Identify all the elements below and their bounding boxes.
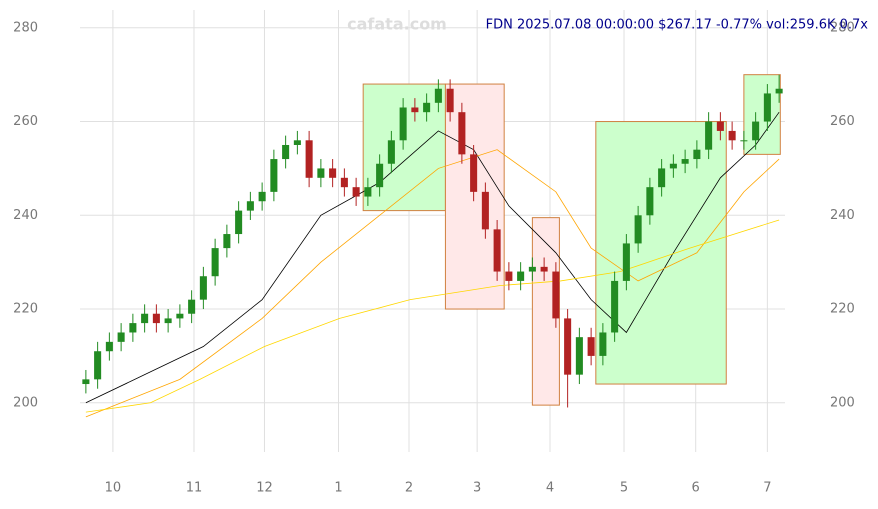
candle-body [481, 191, 489, 230]
candle-body [646, 187, 654, 216]
candle-body [517, 271, 525, 281]
candle-body [622, 243, 630, 281]
candle-body [634, 215, 642, 244]
x-tick-label: 4 [546, 481, 554, 496]
candle-body [434, 88, 442, 103]
candle-body [235, 210, 243, 235]
candle-body [564, 318, 572, 375]
candle-body [493, 229, 501, 272]
candle-body [587, 337, 595, 356]
y-tick-label: 260 [13, 114, 38, 129]
moving-average [85, 219, 780, 413]
range-box [595, 121, 727, 385]
candle-body [387, 140, 395, 164]
candle-body [305, 140, 313, 178]
candle-body [211, 248, 219, 277]
candle-body [329, 168, 337, 178]
candle-body [258, 191, 266, 202]
candle-body [505, 271, 513, 281]
candle-body [458, 112, 466, 155]
candle-body [752, 121, 760, 141]
candle-body [176, 313, 184, 319]
candle-body [669, 163, 677, 169]
x-tick-label: 12 [256, 481, 273, 496]
candle-body [446, 88, 454, 113]
candle-body [282, 144, 290, 160]
y-tick-label-right: 280 [830, 20, 855, 35]
range-box [444, 83, 505, 310]
y-tick-label: 220 [13, 302, 38, 317]
moving-average [85, 111, 780, 404]
y-tick-label-right: 240 [830, 208, 855, 223]
chart-title: FDN 2025.07.08 00:00:00 $267.17 -0.77% v… [486, 18, 869, 33]
y-tick-label-right: 220 [830, 302, 855, 317]
candle-body [470, 154, 478, 192]
y-tick-label-right: 260 [830, 114, 855, 129]
candle-body [141, 313, 149, 324]
y-tick-label: 280 [13, 20, 38, 35]
candle-body [611, 280, 619, 333]
candle-body [399, 107, 407, 141]
candle-body [270, 159, 278, 192]
candle-body [82, 379, 90, 385]
watermark: cafata.com [347, 15, 447, 34]
x-tick-label: 1 [334, 481, 342, 496]
y-tick-label: 240 [13, 208, 38, 223]
moving-average [85, 149, 780, 418]
candle-body [376, 163, 384, 188]
candle-body [246, 201, 254, 211]
candle-body [423, 102, 431, 113]
candle-body [117, 332, 125, 342]
candle-body [164, 318, 172, 324]
candle-body [763, 93, 771, 122]
candle-body [728, 130, 736, 141]
candle-body [775, 88, 783, 94]
candle-body [340, 177, 348, 188]
candle-body [658, 168, 666, 188]
x-tick-label: 5 [620, 481, 628, 496]
x-tick-label: 3 [473, 481, 481, 496]
x-tick-label: 7 [763, 481, 771, 496]
candle-body [681, 159, 689, 164]
candle-body [528, 266, 536, 272]
candle-body [705, 121, 713, 150]
range-box [362, 83, 446, 212]
candle-body [129, 323, 137, 333]
candle-body [188, 299, 196, 314]
candle-body [152, 313, 160, 324]
candle-body [540, 266, 548, 272]
candle-body [740, 140, 748, 142]
candle-body [552, 271, 560, 319]
candle-body [575, 337, 583, 375]
y-tick-label: 200 [13, 395, 38, 410]
range-box [743, 74, 781, 155]
candle-body [599, 332, 607, 356]
y-tick-label-right: 200 [830, 395, 855, 410]
candle-body [352, 187, 360, 197]
candle-body [223, 234, 231, 249]
candle-body [716, 121, 724, 131]
candle-body [693, 149, 701, 160]
candle-body [94, 351, 102, 380]
candle-body [411, 107, 419, 113]
x-tick-label: 2 [405, 481, 413, 496]
candle-body [364, 187, 372, 197]
candle-body [199, 276, 207, 300]
x-tick-label: 10 [105, 481, 122, 496]
candle-body [293, 140, 301, 145]
candle-body [317, 168, 325, 178]
x-tick-label: 6 [692, 481, 700, 496]
x-tick-label: 11 [186, 481, 203, 496]
candle-body [105, 341, 113, 352]
